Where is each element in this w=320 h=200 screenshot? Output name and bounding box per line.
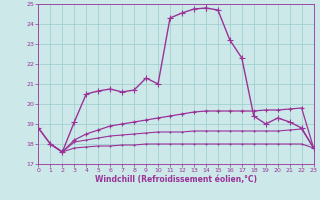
X-axis label: Windchill (Refroidissement éolien,°C): Windchill (Refroidissement éolien,°C) bbox=[95, 175, 257, 184]
